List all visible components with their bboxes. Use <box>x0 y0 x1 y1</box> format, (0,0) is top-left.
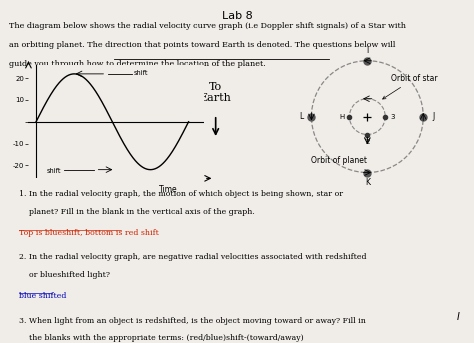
Text: the blanks with the appropriate terms: (red/blue)shift-(toward/away): the blanks with the appropriate terms: (… <box>19 334 303 342</box>
Text: 3. When light from an object is redshifted, is the object moving toward or away?: 3. When light from an object is redshift… <box>19 317 366 324</box>
Text: J: J <box>432 112 435 121</box>
Text: 2: 2 <box>365 139 370 145</box>
Text: Time: Time <box>159 185 178 194</box>
Text: Orbit of star: Orbit of star <box>383 74 438 99</box>
Text: shift: shift <box>134 70 148 76</box>
Text: an orbiting planet. The direction that points toward Earth is denoted. The quest: an orbiting planet. The direction that p… <box>9 41 396 49</box>
Text: K: K <box>365 178 370 187</box>
Text: Top is blueshift, bottom is red shift: Top is blueshift, bottom is red shift <box>19 229 159 237</box>
Text: 3: 3 <box>390 114 395 120</box>
Text: Lab 8: Lab 8 <box>222 11 252 21</box>
Text: or blueshifted light?: or blueshifted light? <box>19 271 110 279</box>
Text: I: I <box>366 46 368 55</box>
Text: I: I <box>457 312 460 322</box>
Text: L: L <box>299 112 303 121</box>
Text: guide you through how to determine the location of the planet.: guide you through how to determine the l… <box>9 60 266 68</box>
Text: Orbit of planet: Orbit of planet <box>311 156 367 165</box>
Text: The diagram below shows the radial velocity curve graph (i.e Doppler shift signa: The diagram below shows the radial veloc… <box>9 22 407 30</box>
Text: H: H <box>339 114 345 120</box>
Text: shift: shift <box>47 168 61 174</box>
Text: To
Earth: To Earth <box>200 82 232 103</box>
Text: 2. In the radial velocity graph, are negative radial velocities associated with : 2. In the radial velocity graph, are neg… <box>19 253 366 261</box>
Text: blue shifted: blue shifted <box>19 292 66 300</box>
Text: planet? Fill in the blank in the vertical axis of the graph.: planet? Fill in the blank in the vertica… <box>19 208 255 216</box>
Text: 1. In the radial velocity graph, the motion of which object is being shown, star: 1. In the radial velocity graph, the mot… <box>19 190 343 198</box>
